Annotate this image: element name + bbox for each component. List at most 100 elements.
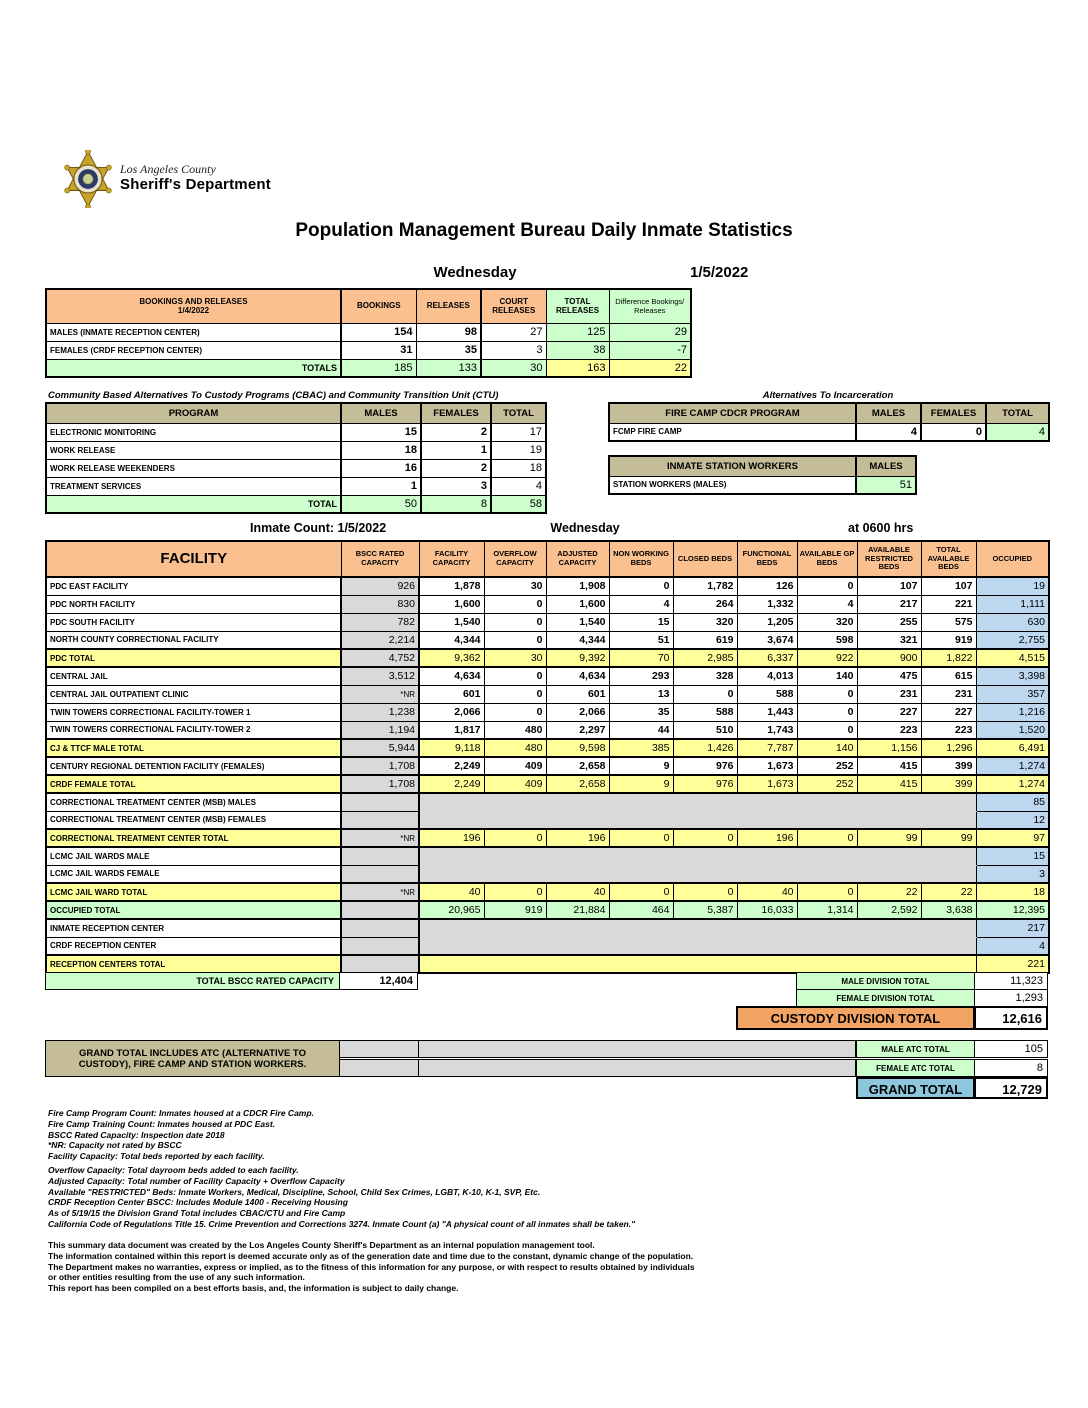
col-court-releases: COURT RELEASES [480, 288, 547, 324]
facility-label: LCMC JAIL WARDS FEMALE [45, 864, 342, 884]
footnotes-line: *NR: Capacity not rated by BSCC [48, 1140, 182, 1151]
value-cell: 70 [608, 648, 674, 668]
value-cell: 409 [483, 774, 547, 794]
value-cell: 133 [415, 358, 482, 378]
male-division-total-value: 11,323 [974, 972, 1048, 990]
bscc-cell [340, 936, 420, 956]
value-cell: 919 [483, 900, 547, 920]
facility-label: PDC NORTH FACILITY [45, 594, 342, 614]
value-cell: 1,782 [672, 576, 738, 596]
table-row: CJ & TTCF MALE TOTAL 5,944 9,118 480 9,598 38… [45, 738, 1050, 758]
value-cell: 0 [672, 684, 738, 704]
column-header: AVAILABLE RESTRICTED BEDS [856, 540, 922, 578]
table-row: LCMC JAIL WARDS MALE 15 [45, 846, 1050, 866]
value-cell: 40 [418, 882, 485, 902]
value-cell: 1 [340, 476, 422, 496]
value-cell: 107 [856, 576, 922, 596]
value-cell: 0 [608, 882, 674, 902]
column-header: ADJUSTED CAPACITY [545, 540, 610, 578]
value-cell: 1,600 [545, 594, 610, 614]
value-cell: 221 [920, 594, 977, 614]
facility-label: RECEPTION CENTERS TOTAL [45, 954, 342, 974]
value-cell: 2,755 [975, 630, 1050, 650]
col-releases: RELEASES [415, 288, 482, 324]
value-cell: 30 [480, 358, 547, 378]
value-cell: 475 [856, 666, 922, 686]
facility-label: CRDF FEMALE TOTAL [45, 774, 342, 794]
value-cell: 3,674 [736, 630, 798, 650]
table-row: LCMC JAIL WARD TOTAL *NR 40 0 40 0 0 40 0 22 22 18 [45, 882, 1050, 902]
table-row: FCMP FIRE CAMP 4 0 4 [608, 422, 1050, 442]
value-cell: 22 [608, 358, 692, 378]
col-males: MALES [855, 402, 922, 424]
facility-label: TWIN TOWERS CORRECTIONAL FACILITY-TOWER … [45, 720, 342, 740]
facility-label: CORRECTIONAL TREATMENT CENTER (MSB) MALE… [45, 792, 342, 812]
value-cell: 3,512 [340, 666, 420, 686]
merged-empty-cell [418, 864, 977, 884]
value-cell: 31 [340, 340, 417, 360]
facility-label: TWIN TOWERS CORRECTIONAL FACILITY-TOWER … [45, 702, 342, 722]
value-cell: 4 [490, 476, 547, 496]
value-cell: 140 [796, 666, 858, 686]
column-header: OVERFLOW CAPACITY [483, 540, 547, 578]
value-cell: 6,337 [736, 648, 798, 668]
value-cell: 231 [856, 684, 922, 704]
value-cell: 196 [418, 828, 485, 848]
table-row: CENTRAL JAIL 3,512 4,634 0 4,634 293 328 4,013 1… [45, 666, 1050, 686]
value-cell: 1,878 [418, 576, 485, 596]
grand-total-note: GRAND TOTAL INCLUDES ATC (ALTERNATIVE TO… [45, 1040, 340, 1077]
value-cell: 15 [340, 422, 422, 442]
agency-department-label: Sheriff's Department [120, 176, 271, 193]
value-cell: 1,817 [418, 720, 485, 740]
value-cell: 293 [608, 666, 674, 686]
table-row: MALES (INMATE RECEPTION CENTER) 154 98 2… [45, 322, 692, 342]
value-cell: 4 [985, 422, 1050, 442]
facility-label: CENTRAL JAIL [45, 666, 342, 686]
value-cell: 575 [920, 612, 977, 632]
disclaimer-line: This report has been compiled on a best … [48, 1283, 459, 1294]
value-cell: 1,743 [736, 720, 798, 740]
value-cell: 107 [920, 576, 977, 596]
value-cell: 18 [975, 882, 1050, 902]
value-cell: 1,205 [736, 612, 798, 632]
bookings-releases-table: BOOKINGS AND RELEASES 1/4/2022 BOOKINGS … [45, 288, 692, 378]
value-cell: 29 [608, 322, 692, 342]
value-cell: 185 [340, 358, 417, 378]
value-cell: 1,908 [545, 576, 610, 596]
col-total-releases: TOTAL RELEASES [545, 288, 610, 324]
bscc-cell [340, 846, 420, 866]
value-cell: 97 [975, 828, 1050, 848]
value-cell: 919 [920, 630, 977, 650]
fire-camp-table: FIRE CAMP CDCR PROGRAM MALES FEMALES TOT… [608, 402, 1050, 442]
value-cell: 16 [340, 458, 422, 478]
bookings-header-title: BOOKINGS AND RELEASES 1/4/2022 [45, 288, 342, 324]
bookings-date: 1/4/2022 [177, 306, 210, 316]
disclaimer-line: The Department makes no warranties, expr… [48, 1261, 695, 1272]
ati-section-title: Alternatives To Incarceration [762, 390, 894, 401]
value-cell: *NR [340, 828, 420, 848]
value-cell: 926 [340, 576, 420, 596]
value-cell: 1,673 [736, 774, 798, 794]
value-cell: 464 [608, 900, 674, 920]
value-cell: 4,515 [975, 648, 1050, 668]
table-row: TWIN TOWERS CORRECTIONAL FACILITY-TOWER … [45, 720, 1050, 740]
footnotes-line: Facility Capacity: Total beds reported b… [48, 1151, 265, 1162]
col-program: PROGRAM [45, 402, 342, 424]
value-cell: 227 [920, 702, 977, 722]
value-cell: 601 [545, 684, 610, 704]
value-cell: 480 [483, 738, 547, 758]
value-cell: 125 [545, 322, 610, 342]
value-cell: 196 [736, 828, 798, 848]
value-cell: 0 [483, 882, 547, 902]
value-cell: 0 [483, 684, 547, 704]
row-label: FEMALES (CRDF RECEPTION CENTER) [45, 340, 342, 360]
value-cell: 0 [483, 594, 547, 614]
bscc-cell [340, 918, 420, 938]
table-row: WORK RELEASE 18 1 19 [45, 440, 547, 460]
value-cell: 4,344 [545, 630, 610, 650]
column-header: NON WORKING BEDS [608, 540, 674, 578]
value-cell: 1,332 [736, 594, 798, 614]
value-cell: 1,111 [975, 594, 1050, 614]
value-cell: 9,118 [418, 738, 485, 758]
value-cell: 2,066 [418, 702, 485, 722]
